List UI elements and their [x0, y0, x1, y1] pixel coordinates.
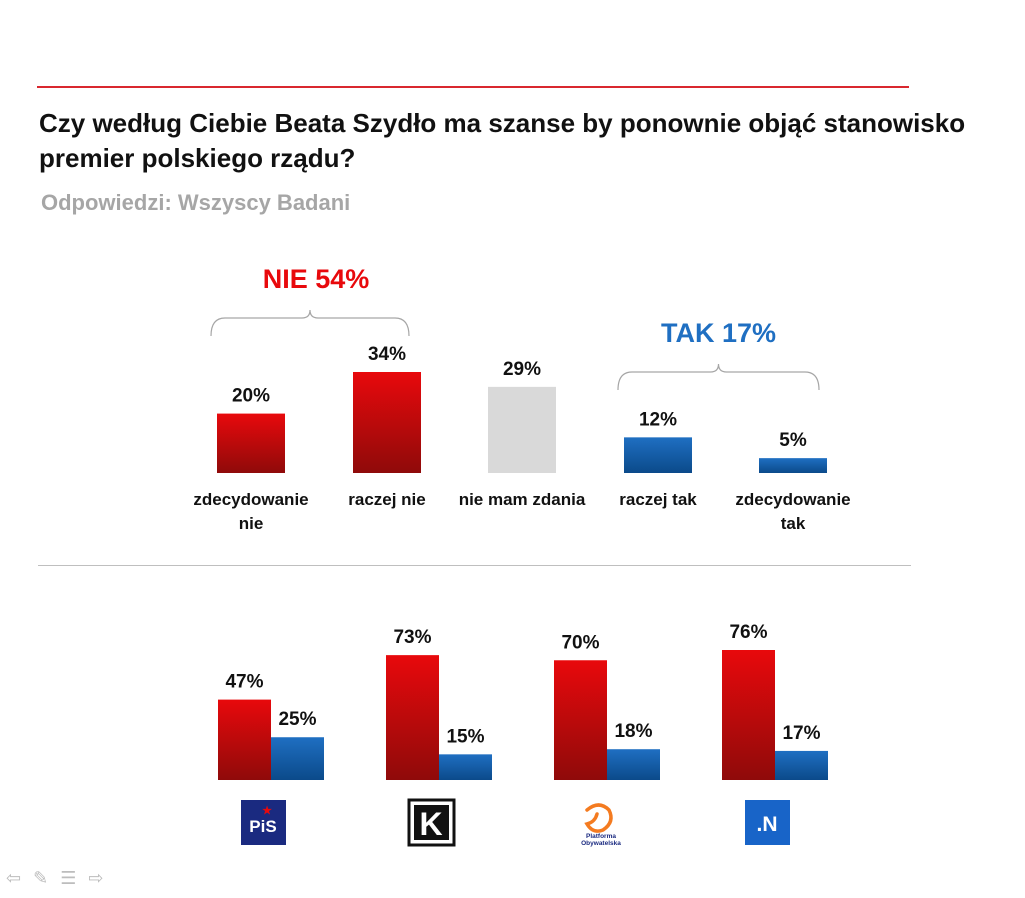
group-label: NIE 54%: [263, 264, 370, 294]
pis-logo-text: PiS: [249, 817, 276, 836]
value-label: 34%: [368, 344, 406, 365]
page-title: Czy według Ciebie Beata Szydło ma szanse…: [39, 108, 966, 173]
bar-1: [217, 413, 285, 473]
value-label: 70%: [561, 632, 599, 653]
prev-slide-icon[interactable]: ⇦: [6, 868, 22, 888]
group-label: TAK 17%: [661, 318, 776, 348]
value-label: 25%: [278, 709, 316, 730]
slide-nav: ⇦ ✎ ☰ ⇨: [6, 868, 103, 888]
bar-2: [353, 372, 421, 473]
value-label: 29%: [503, 359, 541, 380]
nowoczesna-logo-text: .N: [757, 813, 778, 836]
value-label: 18%: [614, 721, 652, 742]
group-bracket: [617, 363, 820, 391]
bar-5: [759, 458, 827, 473]
menu-icon[interactable]: ☰: [60, 868, 77, 888]
value-label: 73%: [393, 627, 431, 648]
category-label: zdecydowanie: [193, 490, 308, 509]
next-slide-icon[interactable]: ⇨: [88, 868, 104, 888]
kukiz-logo-text: K: [419, 806, 442, 842]
tak-bar-3: [607, 749, 660, 780]
kukiz-logo-box: [414, 805, 449, 840]
nie-bar-3: [554, 660, 607, 780]
value-label: 76%: [729, 622, 767, 643]
po-logo-text: Platforma: [586, 833, 616, 840]
nie-bar-4: [722, 650, 775, 780]
group-bracket: [210, 309, 410, 337]
tak-bar-1: [271, 737, 324, 780]
bar-4: [624, 437, 692, 473]
value-label: 12%: [639, 409, 677, 430]
value-label: 5%: [779, 430, 807, 451]
nowoczesna-logo: [745, 800, 790, 845]
nie-bar-2: [386, 655, 439, 780]
value-label: 47%: [225, 672, 263, 693]
middle-divider: [38, 565, 911, 566]
category-label: tak: [781, 514, 806, 533]
value-label: 20%: [232, 386, 270, 407]
po-logo-text: Obywatelska: [581, 840, 621, 847]
category-label: zdecydowanie: [735, 490, 850, 509]
tak-bar-4: [775, 750, 828, 780]
pis-star-icon: ★: [262, 805, 272, 817]
pis-logo: [241, 800, 286, 845]
value-label: 15%: [446, 726, 484, 747]
subtitle: Odpowiedzi: Wszyscy Badani: [41, 190, 351, 215]
value-label: 17%: [782, 723, 820, 744]
tak-bar-2: [439, 754, 492, 780]
po-logo: [584, 803, 613, 833]
category-label: nie mam zdania: [459, 490, 586, 509]
category-label: raczej nie: [348, 490, 426, 509]
nie-bar-1: [218, 699, 271, 780]
category-label: raczej tak: [619, 490, 697, 509]
category-label: nie: [239, 514, 264, 533]
bar-3: [488, 386, 556, 473]
top-divider: [37, 86, 909, 88]
pen-icon[interactable]: ✎: [33, 868, 49, 888]
